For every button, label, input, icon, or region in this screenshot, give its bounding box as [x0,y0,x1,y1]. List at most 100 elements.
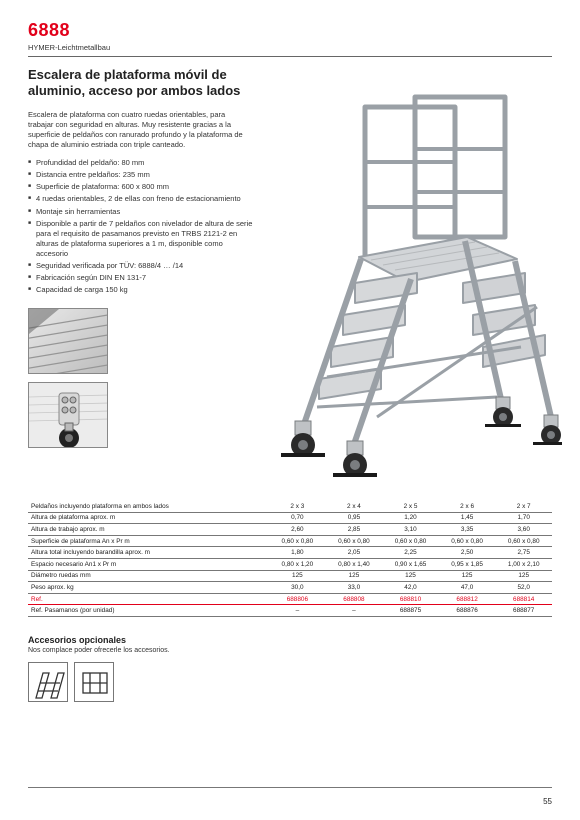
header-number: 6888 [28,20,552,41]
row-value: 0,60 x 0,80 [269,535,326,547]
row-value: 125 [382,570,439,582]
row-value: 1,00 x 2,10 [495,558,552,570]
feature-item: Superficie de plataforma: 600 x 800 mm [28,182,252,192]
row-label: Ref. Pasamanos (por unidad) [28,605,269,617]
header-sub: HYMER-Leichtmetallbau [28,43,552,52]
row-value: 0,60 x 0,80 [495,535,552,547]
header-rule [28,56,552,57]
row-value: 0,95 [326,512,383,524]
row-value: 688876 [439,605,496,617]
row-label: Espacio necesario An1 x Pr m [28,558,269,570]
row-value: 3,10 [382,524,439,536]
row-value: 2 x 6 [439,501,496,512]
product-description: Escalera de plataforma con cuatro ruedas… [28,110,252,151]
table-row: Ref.688806688808688810688812688814 [28,593,552,605]
row-label: Peldaños incluyendo plataforma en ambos … [28,501,269,512]
right-column [266,67,552,487]
row-value: 2 x 5 [382,501,439,512]
row-value: 3,35 [439,524,496,536]
table-row: Altura de plataforma aprox. m0,700,951,2… [28,512,552,524]
table-row: Superficie de plataforma An x Pr m0,60 x… [28,535,552,547]
row-value: 2,25 [382,547,439,559]
footer-rule [28,787,552,788]
row-value: 0,60 x 0,80 [439,535,496,547]
row-value: 688808 [326,593,383,605]
table-row: Ref. Pasamanos (por unidad)––68887568887… [28,605,552,617]
row-value: 2,75 [495,547,552,559]
row-value: 1,80 [269,547,326,559]
row-value: 2,50 [439,547,496,559]
feature-item: Disponible a partir de 7 peldaños con ni… [28,219,252,260]
row-value: 125 [326,570,383,582]
row-value: 0,60 x 0,80 [326,535,383,547]
row-label: Superficie de plataforma An x Pr m [28,535,269,547]
row-value: 125 [439,570,496,582]
row-value: 688810 [382,593,439,605]
row-value: 2,60 [269,524,326,536]
accessory-icons [28,662,552,702]
feature-list: Profundidad del peldaño: 80 mm Distancia… [28,158,252,296]
row-value: 688812 [439,593,496,605]
row-value: 30,0 [269,582,326,594]
feature-item: Fabricación según DIN EN 131-7 [28,273,252,283]
table-row: Altura de trabajo aprox. m2,602,853,103,… [28,524,552,536]
left-column: Escalera de plataforma móvil de aluminio… [28,67,252,487]
row-value: 1,45 [439,512,496,524]
table-row: Espacio necesario An1 x Pr m0,80 x 1,200… [28,558,552,570]
row-label: Altura de plataforma aprox. m [28,512,269,524]
row-value: 2 x 4 [326,501,383,512]
row-label: Altura de trabajo aprox. m [28,524,269,536]
feature-item: Distancia entre peldaños: 235 mm [28,170,252,180]
row-value: 0,90 x 1,65 [382,558,439,570]
row-value: 688877 [495,605,552,617]
table-row: Altura total incluyendo barandilla aprox… [28,547,552,559]
table-row: Diámetro ruedas mm125125125125125 [28,570,552,582]
row-value: 1,20 [382,512,439,524]
row-value: – [326,605,383,617]
row-value: 0,95 x 1,85 [439,558,496,570]
row-value: 2 x 3 [269,501,326,512]
table-row: Peldaños incluyendo plataforma en ambos … [28,501,552,512]
spec-table: Peldaños incluyendo plataforma en ambos … [28,501,552,617]
row-value: 0,80 x 1,20 [269,558,326,570]
row-value: 3,60 [495,524,552,536]
row-value: 2 x 7 [495,501,552,512]
product-image [267,77,562,487]
feature-item: Capacidad de carga 150 kg [28,285,252,295]
row-value: 47,0 [439,582,496,594]
product-title: Escalera de plataforma móvil de aluminio… [28,67,252,100]
row-value: 125 [269,570,326,582]
row-value: 2,85 [326,524,383,536]
thumbnail-step-detail [28,308,108,374]
feature-item: 4 ruedas orientables, 2 de ellas con fre… [28,194,252,204]
thumbnail-wheel-detail [28,382,108,448]
row-label: Ref. [28,593,269,605]
row-value: 1,70 [495,512,552,524]
row-value: 0,70 [269,512,326,524]
row-value: 0,60 x 0,80 [382,535,439,547]
row-value: – [269,605,326,617]
row-label: Diámetro ruedas mm [28,570,269,582]
feature-item: Seguridad verificada por TÜV: 6888/4 … /… [28,261,252,271]
main-row: Escalera de plataforma móvil de aluminio… [28,67,552,487]
feature-item: Montaje sin herramientas [28,207,252,217]
page-number: 55 [543,797,552,806]
thumbnails [28,308,252,448]
handrail-icon [28,662,68,702]
row-label: Altura total incluyendo barandilla aprox… [28,547,269,559]
row-value: 688875 [382,605,439,617]
row-value: 52,0 [495,582,552,594]
row-value: 33,0 [326,582,383,594]
row-label: Peso aprox. kg [28,582,269,594]
row-value: 125 [495,570,552,582]
accessories-title: Accesorios opcionales [28,635,552,645]
feature-item: Profundidad del peldaño: 80 mm [28,158,252,168]
accessories-invite: Nos complace poder ofrecerle los accesor… [28,647,552,654]
row-value: 688806 [269,593,326,605]
row-value: 0,80 x 1,40 [326,558,383,570]
row-value: 2,05 [326,547,383,559]
platform-icon [74,662,114,702]
row-value: 688814 [495,593,552,605]
table-row: Peso aprox. kg30,033,042,047,052,0 [28,582,552,594]
row-value: 42,0 [382,582,439,594]
